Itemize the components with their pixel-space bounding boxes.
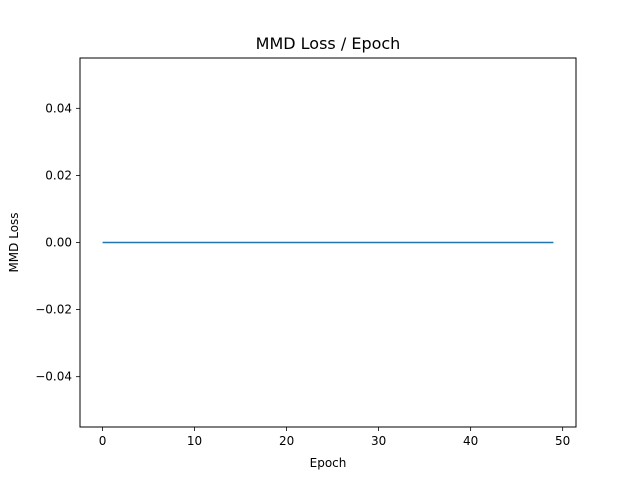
y-axis-label: MMD Loss [7, 212, 21, 272]
y-tick-label: 0.02 [45, 168, 72, 182]
x-axis-label: Epoch [310, 456, 347, 470]
x-tick-label: 40 [463, 434, 478, 448]
x-tick-label: 30 [371, 434, 386, 448]
x-tick-label: 20 [279, 434, 294, 448]
y-tick-label: 0.04 [45, 101, 72, 115]
y-tick-label: 0.00 [45, 236, 72, 250]
x-tick-label: 50 [555, 434, 570, 448]
x-tick-label: 0 [99, 434, 107, 448]
y-tick-label: −0.02 [35, 303, 72, 317]
x-axis-ticks: 0 10 20 30 40 50 [99, 427, 570, 448]
x-tick-label: 10 [187, 434, 202, 448]
chart-title: MMD Loss / Epoch [256, 34, 401, 53]
y-axis-ticks: −0.04 −0.02 0.00 0.02 0.04 [35, 101, 80, 384]
y-tick-label: −0.04 [35, 370, 72, 384]
